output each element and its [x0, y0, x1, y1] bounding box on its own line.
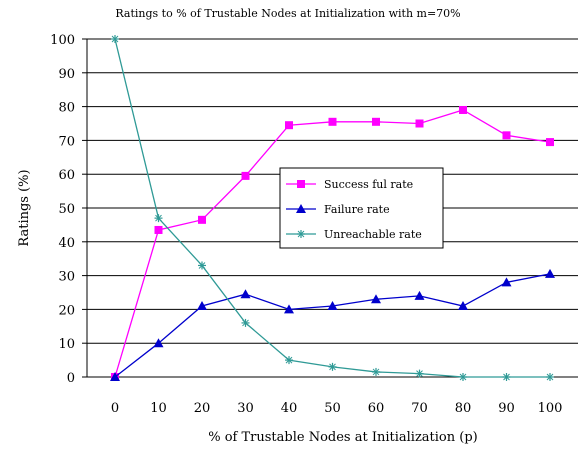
data-point: [501, 277, 512, 287]
data-point: [241, 318, 250, 327]
data-point: [284, 304, 294, 314]
data-point: [285, 121, 293, 130]
data-point: [327, 301, 338, 311]
data-point: [458, 301, 468, 311]
legend-marker: [296, 204, 306, 213]
data-point: [241, 171, 250, 180]
x-tick-label: 60: [368, 401, 385, 416]
data-point: [414, 290, 425, 300]
y-tick-label: 40: [58, 236, 75, 251]
data-point: [153, 338, 164, 348]
y-axis-label: Ratings (%): [17, 169, 32, 246]
star-stroke: [372, 368, 380, 376]
data-point: [459, 105, 467, 114]
star-stroke: [155, 214, 162, 222]
legend-item: Failure rate: [286, 203, 390, 216]
data-point: [415, 119, 424, 128]
star-stroke: [503, 373, 510, 381]
legend-item: Success ful rate: [286, 178, 413, 191]
y-tick-label: 60: [58, 168, 75, 183]
legend-label: Failure rate: [324, 203, 390, 216]
data-point: [502, 131, 511, 140]
legend-marker: [297, 230, 305, 238]
data-point: [371, 294, 381, 304]
x-axis-label: % of Trustable Nodes at Initialization (…: [208, 430, 477, 445]
legend-marker: [297, 180, 305, 188]
y-tick-label: 50: [58, 202, 75, 217]
data-point: [328, 362, 337, 371]
y-tick-label: 0: [67, 371, 75, 386]
legend-item: Unreachable rate: [286, 228, 422, 241]
legend-box: [279, 167, 444, 249]
data-point: [197, 301, 207, 311]
x-tick-label: 30: [237, 401, 254, 416]
y-tick-label: 30: [58, 270, 75, 285]
x-tick-label: 100: [538, 401, 563, 416]
star-stroke: [285, 356, 293, 364]
x-tick-label: 80: [455, 401, 472, 416]
data-point: [285, 356, 293, 365]
star-stroke: [297, 230, 305, 238]
series-line: [114, 273, 551, 378]
series-1: [110, 268, 555, 381]
chart-title: Ratings to % of Trustable Nodes at Initi…: [115, 7, 460, 20]
x-tick-label: 0: [111, 401, 119, 416]
y-tick-label: 10: [58, 337, 75, 352]
legend-label: Success ful rate: [324, 178, 413, 191]
data-point: [372, 367, 380, 376]
star-stroke: [111, 35, 119, 43]
data-point: [198, 261, 206, 270]
data-point: [240, 289, 251, 299]
y-tick-label: 80: [58, 101, 75, 116]
series-2: [111, 35, 554, 381]
star-stroke: [242, 319, 249, 327]
x-tick-label: 90: [498, 401, 515, 416]
series-lines: [110, 35, 555, 381]
data-point: [459, 373, 467, 381]
data-point: [546, 373, 554, 381]
star-stroke: [198, 262, 206, 269]
x-tick-label: 40: [281, 401, 298, 416]
data-point: [546, 138, 554, 147]
data-point: [111, 35, 119, 43]
data-point: [415, 369, 424, 378]
data-point: [502, 373, 511, 381]
star-stroke: [329, 363, 336, 371]
star-stroke: [416, 370, 423, 377]
data-point: [545, 268, 555, 278]
x-tick-label: 70: [411, 401, 428, 416]
x-tick-label: 50: [324, 401, 341, 416]
x-tick-label: 20: [194, 401, 211, 416]
data-point: [154, 214, 163, 223]
data-point: [198, 215, 206, 224]
data-point: [110, 372, 120, 381]
y-tick-label: 100: [50, 33, 75, 48]
data-point: [154, 225, 163, 234]
legend: Success ful rate Failure rate Unreachable …: [279, 167, 444, 249]
data-point: [372, 117, 380, 126]
tick-labels: 0 10 20 30 40 50 60 70 80 90 100 0 10 20 30 40 50 60 70 80 9…: [50, 33, 562, 416]
star-stroke: [459, 373, 467, 381]
y-tick-label: 20: [58, 303, 75, 318]
y-tick-label: 90: [58, 67, 75, 82]
data-point: [328, 117, 337, 126]
star-stroke: [546, 373, 554, 381]
y-tick-label: 70: [58, 134, 75, 149]
x-tick-label: 10: [150, 401, 167, 416]
legend-label: Unreachable rate: [324, 228, 422, 241]
